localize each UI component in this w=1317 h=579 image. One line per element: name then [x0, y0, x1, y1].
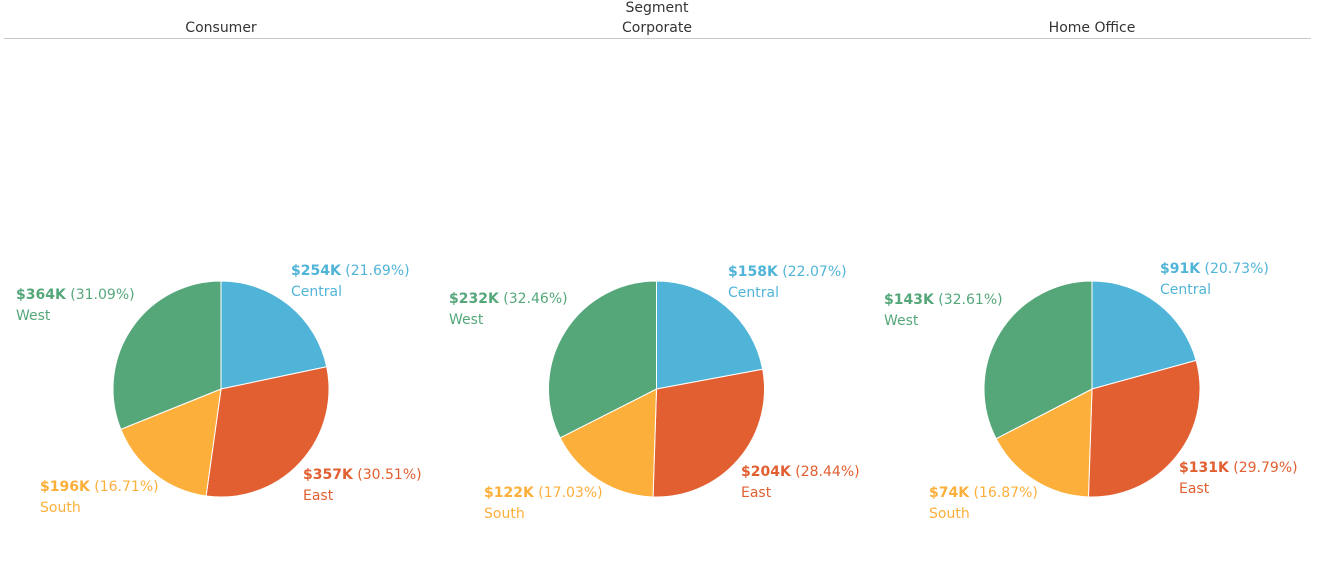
percent-label: (22.07%) [782, 264, 847, 280]
pie-home-office [983, 280, 1201, 498]
header-divider [4, 38, 1311, 39]
pie-slice-east[interactable] [1087, 359, 1201, 498]
percent-label: (28.44%) [795, 464, 860, 480]
value-label: $158K [728, 264, 778, 280]
percent-label: (31.09%) [70, 287, 135, 303]
region-label: East [1179, 481, 1210, 497]
panel-header-corporate: Corporate [622, 20, 692, 36]
segment-field-title: Segment [625, 0, 689, 16]
slice-label-corporate-central: $158K (22.07%) Central [728, 262, 847, 304]
region-label: South [484, 506, 525, 522]
slice-label-corporate-south: $122K (17.03%) South [484, 483, 603, 525]
region-label: West [16, 308, 51, 324]
pie-slice-south[interactable] [995, 388, 1093, 498]
pie-slice-west[interactable] [548, 280, 657, 439]
value-label: $91K [1160, 261, 1201, 277]
pie-slice-west[interactable] [112, 280, 222, 430]
value-label: $254K [291, 263, 341, 279]
value-label: $74K [929, 485, 970, 501]
percent-label: (16.87%) [973, 485, 1038, 501]
pie-consumer [112, 280, 330, 498]
region-label: East [303, 488, 334, 504]
value-label: $143K [884, 292, 934, 308]
value-label: $122K [484, 485, 534, 501]
percent-label: (17.03%) [538, 485, 603, 501]
percent-label: (32.46%) [503, 291, 568, 307]
region-label: West [449, 312, 484, 328]
pie-slice-south[interactable] [120, 388, 222, 497]
region-label: Central [291, 284, 342, 300]
pie-slice-south[interactable] [559, 388, 658, 498]
percent-label: (30.51%) [357, 467, 422, 483]
pie-slice-east[interactable] [652, 368, 765, 498]
pie-slice-west[interactable] [983, 280, 1093, 440]
value-label: $357K [303, 467, 353, 483]
slice-label-consumer-south: $196K (16.71%) South [40, 477, 159, 519]
slice-label-home-office-central: $91K (20.73%) Central [1160, 259, 1269, 301]
percent-label: (21.69%) [345, 263, 410, 279]
region-label: Central [728, 285, 779, 301]
slice-label-home-office-south: $74K (16.87%) South [929, 483, 1038, 525]
percent-label: (20.73%) [1204, 261, 1269, 277]
value-label: $131K [1179, 460, 1229, 476]
pie-corporate [548, 280, 765, 498]
region-label: East [741, 485, 772, 501]
region-label: South [929, 506, 970, 522]
slice-label-corporate-west: $232K (32.46%) West [449, 289, 568, 331]
value-label: $232K [449, 291, 499, 307]
region-label: West [884, 313, 919, 329]
value-label: $364K [16, 287, 66, 303]
region-label: South [40, 500, 81, 516]
pie-slice-east[interactable] [205, 366, 330, 498]
slice-label-consumer-west: $364K (31.09%) West [16, 285, 135, 327]
pie-slice-central[interactable] [656, 280, 764, 390]
pie-slice-central[interactable] [1091, 280, 1197, 390]
value-label: $196K [40, 479, 90, 495]
value-label: $204K [741, 464, 791, 480]
slice-label-consumer-central: $254K (21.69%) Central [291, 261, 410, 303]
region-label: Central [1160, 282, 1211, 298]
pie-slice-central[interactable] [220, 280, 328, 390]
slice-label-home-office-east: $131K (29.79%) East [1179, 458, 1298, 500]
percent-label: (32.61%) [938, 292, 1003, 308]
percent-label: (29.79%) [1233, 460, 1298, 476]
slice-label-corporate-east: $204K (28.44%) East [741, 462, 860, 504]
panel-header-consumer: Consumer [185, 20, 257, 36]
slice-label-home-office-west: $143K (32.61%) West [884, 290, 1003, 332]
panel-header-home-office: Home Office [1048, 20, 1136, 36]
percent-label: (16.71%) [94, 479, 159, 495]
slice-label-consumer-east: $357K (30.51%) East [303, 465, 422, 507]
